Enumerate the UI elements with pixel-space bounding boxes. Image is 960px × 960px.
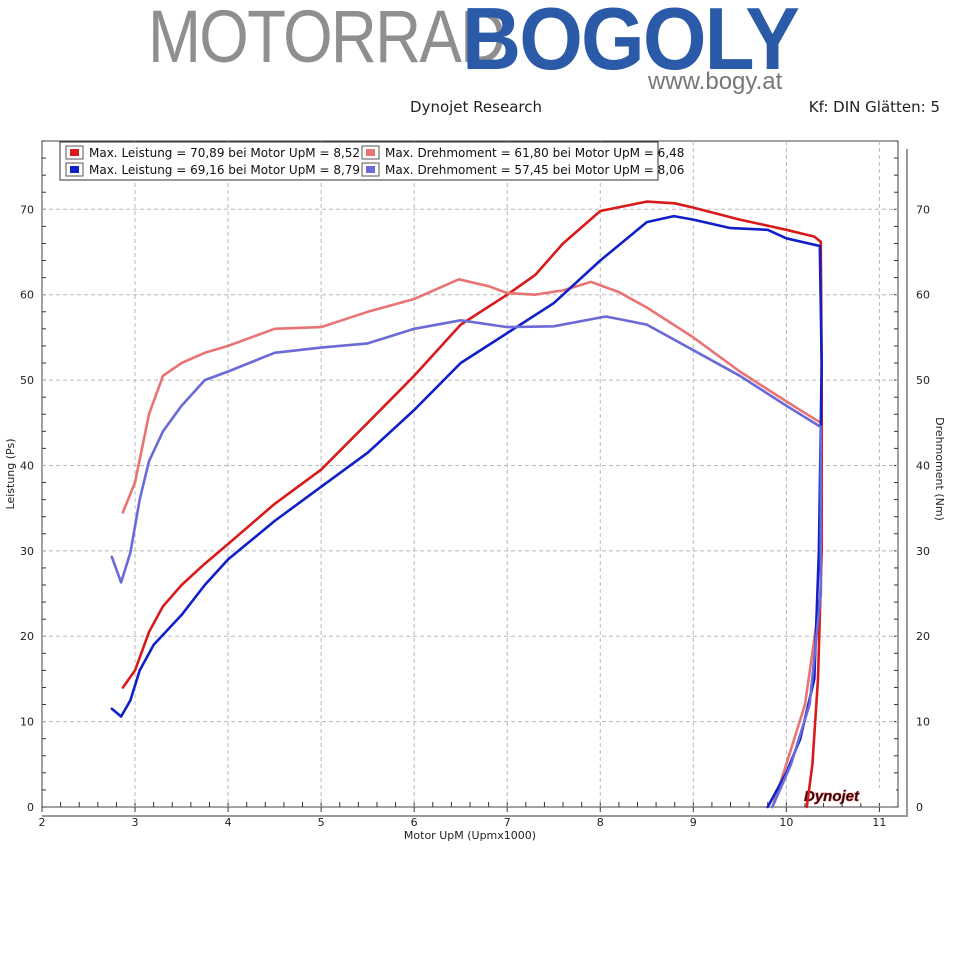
x-tick-label: 11 — [872, 816, 886, 829]
x-axis-title: Motor UpM (Upmx1000) — [404, 829, 536, 842]
y-tick-label-right: 70 — [916, 203, 930, 216]
legend-entry: Max. Leistung = 70,89 bei Motor UpM = 8,… — [89, 146, 360, 160]
x-tick-label: 3 — [132, 816, 139, 829]
x-tick-label: 7 — [504, 816, 511, 829]
logo-text-bogoly: BOGOLY — [462, 0, 800, 88]
watermark-bg — [800, 788, 896, 803]
y-tick-label-right: 60 — [916, 289, 930, 302]
y-tick-label-left: 70 — [20, 203, 34, 216]
legend-swatch — [70, 166, 79, 173]
y-tick-label-left: 10 — [20, 716, 34, 729]
y-tick-label-right: 10 — [916, 716, 930, 729]
plot-area — [41, 140, 899, 808]
x-tick-label: 6 — [411, 816, 418, 829]
x-tick-label: 2 — [39, 816, 46, 829]
y-tick-label-left: 20 — [20, 630, 34, 643]
x-tick-label: 5 — [318, 816, 325, 829]
legend-swatch — [366, 149, 375, 156]
y-tick-label-right: 30 — [916, 545, 930, 558]
logo-text-motorrad: MOTORRAD — [148, 0, 506, 78]
y-axis-title-left: Leistung (Ps) — [4, 439, 17, 510]
legend-entry: Max. Leistung = 69,16 bei Motor UpM = 8,… — [89, 163, 360, 177]
chart-settings-note: Kf: DIN Glätten: 5 — [808, 98, 940, 116]
x-tick-label: 10 — [779, 816, 793, 829]
chart-title: Dynojet Research — [410, 98, 542, 116]
logo-url: www.bogy.at — [648, 68, 783, 95]
y-tick-label-left: 0 — [27, 801, 34, 814]
x-tick-label: 9 — [690, 816, 697, 829]
y-tick-label-right: 40 — [916, 459, 930, 472]
y-axis-title-right: Drehmoment (Nm) — [933, 417, 946, 521]
y-tick-label-right: 20 — [916, 630, 930, 643]
y-tick-label-left: 30 — [20, 545, 34, 558]
legend-swatch — [366, 166, 375, 173]
y-tick-label-left: 50 — [20, 374, 34, 387]
y-tick-label-left: 60 — [20, 289, 34, 302]
legend-entry: Max. Drehmoment = 57,45 bei Motor UpM = … — [385, 163, 684, 177]
series-line-4 — [110, 315, 823, 809]
brand-logo: MOTORRAD BOGOLY www.bogy.at — [148, 0, 818, 100]
legend-entry: Max. Drehmoment = 61,80 bei Motor UpM = … — [385, 146, 684, 160]
series-line-2 — [121, 278, 823, 809]
y-tick-label-right: 0 — [916, 801, 923, 814]
x-tick-label: 8 — [597, 816, 604, 829]
y-tick-label-left: 40 — [20, 459, 34, 472]
y-tick-label-right: 50 — [916, 374, 930, 387]
legend-box — [59, 141, 659, 181]
legend-swatch — [70, 149, 79, 156]
x-tick-label: 4 — [225, 816, 232, 829]
dynojet-watermark: Dynojet — [804, 788, 860, 805]
